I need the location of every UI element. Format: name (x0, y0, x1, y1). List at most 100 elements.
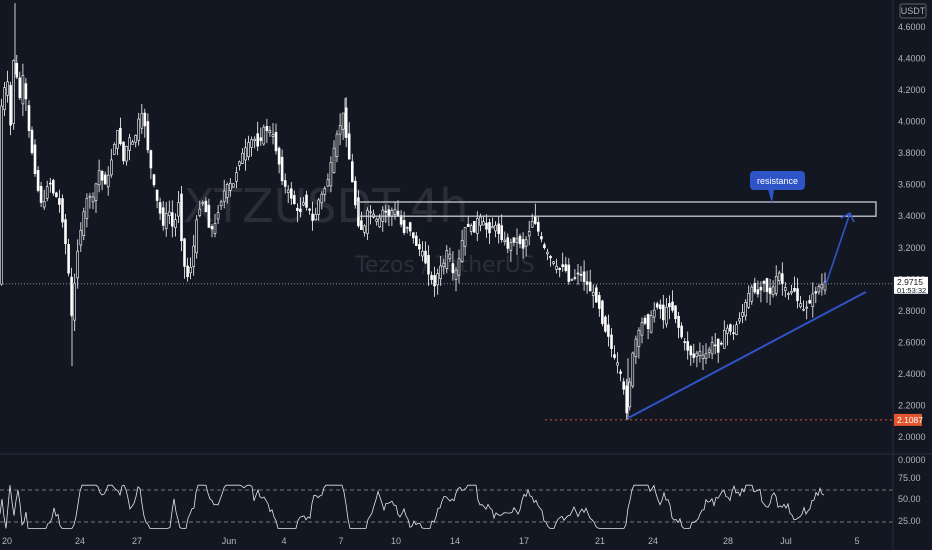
candle-body (256, 133, 260, 147)
candle-body (292, 195, 296, 204)
candle-body (427, 255, 430, 275)
projection-arrow[interactable] (825, 212, 851, 285)
candle-body (396, 210, 400, 216)
candle-body (765, 278, 769, 292)
candle-body (82, 211, 86, 237)
candle-body (204, 200, 208, 213)
candle-body (347, 133, 351, 160)
candle-body (601, 300, 604, 324)
resistance-callout[interactable] (750, 171, 805, 190)
candle-body (183, 238, 186, 267)
candle-body (402, 220, 406, 233)
candle-body (540, 236, 543, 240)
candle-body (463, 227, 467, 247)
candle-body (378, 217, 382, 228)
candle-body (591, 291, 595, 296)
candle-body (564, 264, 568, 272)
candle-body (350, 161, 354, 183)
candle-body (750, 286, 754, 302)
candle-body (652, 309, 656, 318)
candle-body (155, 189, 159, 201)
candle-body (774, 275, 778, 294)
candle-body (67, 244, 70, 274)
candle-body (436, 273, 440, 286)
candle-body (302, 202, 305, 206)
candle-body (552, 261, 555, 264)
current-price-value: 2.9715 (897, 277, 923, 287)
candle-body (512, 237, 516, 243)
annotations-layer: resistance (0, 171, 893, 421)
candle-body (704, 353, 708, 359)
candle-body (655, 303, 659, 308)
candle-body (433, 275, 436, 287)
candle-body (793, 287, 796, 292)
candle-body (341, 112, 345, 130)
candle-body (405, 227, 409, 229)
candle-body (329, 162, 333, 187)
support-trendline[interactable] (627, 291, 867, 419)
candle-body (777, 272, 781, 281)
candle-body (235, 172, 238, 182)
candle-body (729, 324, 732, 332)
candle-body (475, 218, 479, 234)
candle-body (735, 324, 738, 335)
candle-body (558, 267, 562, 270)
candle-body (320, 193, 324, 204)
candle-body (448, 253, 452, 260)
candle-body (168, 211, 171, 216)
candle-body (674, 305, 677, 320)
time-axis[interactable]: 20 24 27 Jun 4 7 10 14 17 21 24 28 Jul 5 (2, 536, 860, 546)
candle-body (472, 221, 476, 233)
rsi-tick-label: 50.00 (898, 494, 921, 504)
candle-body (360, 220, 363, 230)
candle-body (692, 353, 696, 358)
candle-body (375, 218, 379, 222)
candle-body (363, 225, 366, 233)
candle-body (311, 213, 314, 221)
candle-body (753, 282, 757, 293)
candle-body (58, 198, 61, 205)
candle-body (106, 174, 110, 188)
resistance-zone-box[interactable] (357, 201, 877, 217)
candle-body (671, 301, 674, 311)
candle-body (164, 213, 168, 229)
current-price-badge[interactable] (894, 276, 928, 294)
candle-body (36, 170, 40, 191)
price-axis[interactable]: 4.6000 4.4000 4.2000 4.0000 3.8000 3.6000 3.40… (894, 22, 928, 442)
low-price-value: 2.1087 (897, 415, 923, 425)
candle-body (332, 147, 336, 173)
candle-body (85, 198, 89, 219)
currency-badge[interactable] (899, 3, 927, 19)
candle-body (296, 207, 299, 211)
candle-body (201, 202, 205, 205)
candle-body (143, 112, 147, 127)
candle-body (613, 354, 616, 358)
candle-body (488, 222, 491, 234)
candle-body (411, 232, 415, 239)
candle-body (15, 62, 19, 78)
candle-body (122, 141, 125, 162)
candle-body (286, 189, 290, 194)
candle-body (424, 250, 427, 264)
candle-body (6, 81, 9, 96)
candle-body (665, 306, 668, 325)
candle-body (555, 265, 558, 270)
candle-body (680, 325, 683, 338)
candle-body (140, 113, 144, 129)
candle-body (811, 293, 815, 307)
candle-body (783, 287, 787, 291)
candle-body (186, 265, 189, 277)
candle-body (823, 281, 827, 291)
rsi-layer: 0.0000 75.00 50.00 25.00 (0, 455, 926, 529)
candle-body (48, 182, 52, 185)
low-price-badge[interactable] (894, 413, 922, 426)
time-tick-label: 10 (391, 536, 401, 546)
candle-body (549, 255, 552, 259)
candle-body (597, 295, 601, 309)
candle-body (0, 105, 3, 285)
time-tick-label: 24 (648, 536, 658, 546)
candle-body (747, 292, 751, 308)
candle-body (110, 159, 113, 176)
